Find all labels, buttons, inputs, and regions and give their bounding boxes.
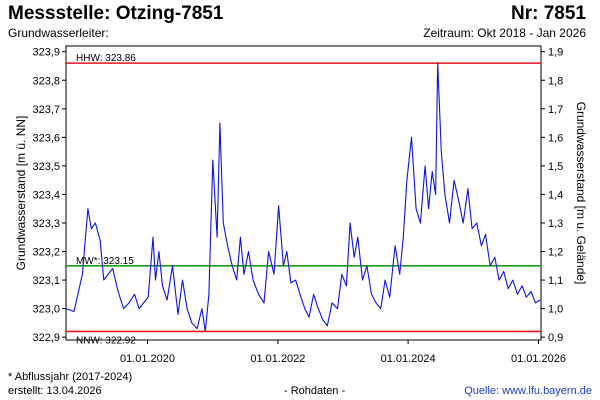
x-tick-label: 01.01.2026 — [511, 353, 566, 365]
x-tick-label: 01.01.2020 — [120, 353, 175, 365]
y2-tick-label: 1,5 — [548, 161, 563, 173]
y2-tick-label: 1,3 — [548, 218, 563, 230]
source-link[interactable]: Quelle: www.lfu.bayern.de — [464, 385, 592, 397]
y-tick-label: 323,6 — [32, 132, 60, 144]
y-tick-label: 323,3 — [32, 218, 60, 230]
y-tick-label: 323,8 — [32, 75, 60, 87]
footnote: * Abflussjahr (2017-2024) — [8, 371, 133, 383]
period-label: Zeitraum: Okt 2018 - Jan 2026 — [423, 26, 586, 40]
created-date: erstellt: 13.04.2026 — [8, 385, 102, 397]
raw-data-label: - Rohdaten - — [284, 385, 346, 397]
x-tick-label: 01.01.2022 — [250, 353, 305, 365]
y2-tick-label: 1,1 — [548, 275, 563, 287]
y-tick-label: 323,2 — [32, 247, 60, 259]
y2-tick-label: 0,9 — [548, 332, 563, 344]
y2-axis-label: Grundwasserstand [m u. Gelände] — [574, 102, 588, 285]
y2-tick-label: 1,4 — [548, 189, 563, 201]
y-axis-label: Grundwasserstand [m ü. NN] — [14, 116, 28, 271]
y2-tick-label: 1,6 — [548, 132, 563, 144]
station-title: Messstelle: Otzing-7851 — [8, 3, 224, 24]
y-tick-label: 323,1 — [32, 275, 60, 287]
y-tick-label: 323,5 — [32, 161, 60, 173]
reference-lines: HHW: 323.86 MW*: 323.15 NNW: 322.92 — [66, 53, 541, 346]
station-number: Nr: 7851 — [511, 3, 586, 24]
y-axis-right: 0,9 1,0 1,1 1,2 1,3 1,4 1,5 1,6 1,7 1,8 1,9 — [541, 47, 563, 344]
y-tick-label: 323,0 — [32, 304, 60, 316]
groundwater-level-line — [65, 62, 541, 332]
y2-tick-label: 1,8 — [548, 75, 563, 87]
reference-line-label: NNW: 322.92 — [76, 335, 136, 346]
y2-tick-label: 1,2 — [548, 247, 563, 259]
y2-tick-label: 1,9 — [548, 47, 563, 59]
y-tick-label: 323,9 — [32, 47, 60, 59]
y2-tick-label: 1,7 — [548, 104, 563, 116]
y-tick-label: 322,9 — [32, 332, 60, 344]
y-tick-label: 323,4 — [32, 189, 60, 201]
y2-tick-label: 1,0 — [548, 304, 563, 316]
x-tick-label: 01.01.2024 — [381, 353, 436, 365]
y-tick-label: 323,7 — [32, 104, 60, 116]
aquifer-label: Grundwasserleiter: — [8, 26, 109, 40]
series-layer — [65, 62, 541, 332]
reference-line-label: HHW: 323.86 — [76, 53, 136, 64]
y-axis-left: 322,9 323,0 323,1 323,2 323,3 323,4 323,5 323,6… — [32, 47, 66, 344]
plot-area — [65, 45, 542, 341]
reference-line-label: MW*: 323.15 — [76, 256, 134, 267]
x-axis: 01.01.2020 01.01.2022 01.01.2024 01.01.2026 — [120, 340, 566, 365]
